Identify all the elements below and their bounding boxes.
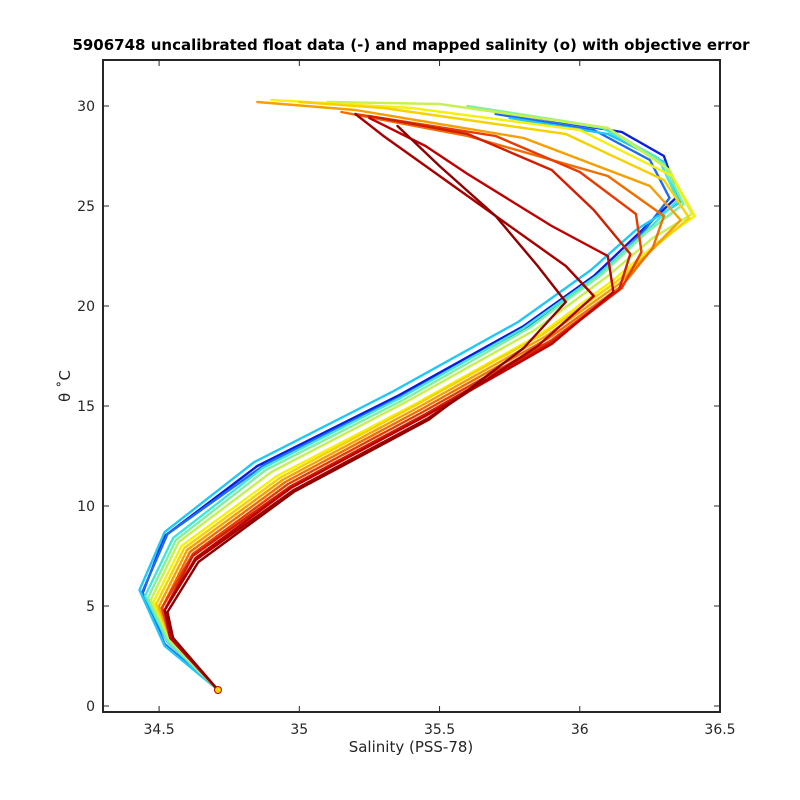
x-tick-label: 35 — [290, 722, 308, 738]
profile-line-7 — [152, 98, 696, 692]
plot-area — [103, 60, 720, 712]
profile-line-15 — [166, 124, 567, 692]
series-layer — [138, 98, 696, 694]
x-tick-label: 36.5 — [704, 722, 735, 738]
profile-line-9 — [157, 100, 682, 692]
plot-frame — [102, 59, 721, 713]
y-tick-label: 20 — [77, 299, 95, 315]
y-tick-label: 5 — [86, 599, 95, 615]
profile-line-2 — [141, 112, 671, 692]
y-tick-label: 10 — [77, 499, 95, 515]
profile-line-3 — [138, 116, 682, 692]
x-tick-label: 34.5 — [144, 722, 175, 738]
profile-line-4 — [143, 110, 680, 692]
y-tick-label: 25 — [77, 199, 95, 215]
chart-title: 5906748 uncalibrated float data (-) and … — [72, 36, 750, 54]
ticks-layer: 34.5 35 35.5 36 36.5 0 5 10 15 20 25 30 — [77, 60, 736, 738]
profile-line-6 — [149, 100, 694, 692]
mapped-salinity-marker — [213, 686, 222, 694]
y-tick-label: 15 — [77, 399, 95, 415]
profile-line-5 — [146, 104, 685, 692]
y-tick-label: 0 — [86, 699, 95, 715]
profile-line-11 — [160, 112, 643, 692]
x-tick-label: 35.5 — [424, 722, 455, 738]
y-tick-label: 30 — [77, 99, 95, 115]
x-tick-label: 36 — [571, 722, 589, 738]
y-axis-label: θ ˚C — [56, 370, 74, 402]
profile-line-14 — [163, 112, 595, 692]
x-axis-label: Salinity (PSS-78) — [349, 738, 474, 756]
